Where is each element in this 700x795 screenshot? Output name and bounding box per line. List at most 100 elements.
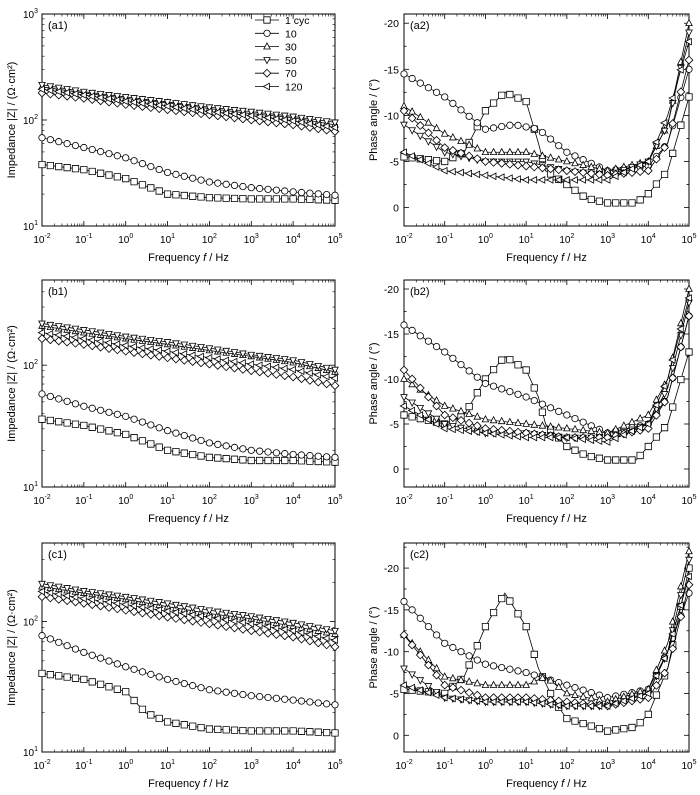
data-point [407,113,417,123]
data-point [37,587,45,596]
data-point [97,406,105,414]
data-point [457,675,465,683]
data-point [79,91,87,99]
data-point [530,396,538,405]
data-point [644,190,652,198]
data-point [137,99,146,108]
data-point [578,168,588,177]
data-point [154,346,162,354]
data-point [448,683,458,693]
data-point [264,727,272,735]
y-tick-label: 0 [393,464,399,476]
data-point [297,634,306,644]
data-point [247,446,255,454]
data-point [514,147,522,156]
data-point [247,456,255,465]
data-point [465,367,473,375]
data-point [222,726,230,734]
x-tick-label: 101 [160,233,175,246]
data-point [180,191,188,200]
data-point [88,589,97,597]
data-point [537,176,546,184]
data-point [505,697,513,706]
data-point [676,65,684,74]
data-point [296,628,305,637]
data-point [480,429,489,437]
data-point [45,589,54,597]
y-axis-label: Impedance |Z| / (Ω·cm²) [6,325,18,442]
data-point [38,390,46,398]
data-point [147,184,155,192]
data-point [88,167,96,176]
data-point [189,192,197,200]
y-tick-label: 102 [23,114,38,127]
data-point [498,594,506,603]
data-point [571,414,579,423]
data-point [71,325,80,334]
data-point [399,402,407,410]
data-point [54,84,63,93]
plot-frame [403,13,690,227]
data-point [255,109,264,118]
data-point [619,168,627,177]
data-point [416,405,425,413]
data-point [441,157,449,166]
data-point [570,434,578,443]
data-point [62,337,72,347]
data-point [571,158,579,167]
data-point [46,83,55,91]
data-point [70,593,79,602]
data-point [571,684,579,692]
data-point [130,595,138,603]
data-point [538,421,547,429]
data-point [197,684,205,692]
data-point [522,668,530,677]
data-point [163,339,172,347]
data-point [521,161,531,171]
data-point [271,370,281,379]
data-point [424,337,433,345]
data-point [46,161,54,170]
data-point [155,187,163,195]
chart-panel-a2: 10-2 10-1 100 101 102 103 104 105 -20 -15 -10 -5 0 (a… [368,13,697,264]
data-point [489,124,498,132]
data-point [555,407,563,415]
data-point [38,134,46,142]
data-point [685,556,693,565]
data-point [473,373,481,381]
data-point [272,195,280,203]
data-point [38,160,46,169]
data-point [79,327,88,335]
data-point [408,74,416,83]
data-point [489,430,497,438]
data-point [155,599,164,607]
data-point [196,612,204,620]
data-point [456,148,466,158]
data-point [497,416,506,425]
data-point [594,702,603,710]
data-point [163,718,172,726]
y-tick-label: 0 [393,203,399,215]
data-point [628,456,636,464]
data-point [330,642,340,652]
data-point [264,448,272,456]
data-point [289,195,297,203]
data-point [213,105,222,113]
data-point [331,366,339,375]
data-point [80,648,88,657]
data-point [586,702,595,710]
data-point [196,352,204,361]
data-point [113,660,121,668]
data-point [323,190,331,199]
data-point [684,294,692,302]
data-point [586,436,595,445]
data-point [163,612,172,622]
data-point [97,169,105,177]
data-point [643,166,653,176]
data-point [113,152,121,160]
data-point [415,383,425,393]
data-point [230,610,239,619]
data-point [497,147,506,156]
data-point [129,98,137,107]
data-point [578,702,586,710]
